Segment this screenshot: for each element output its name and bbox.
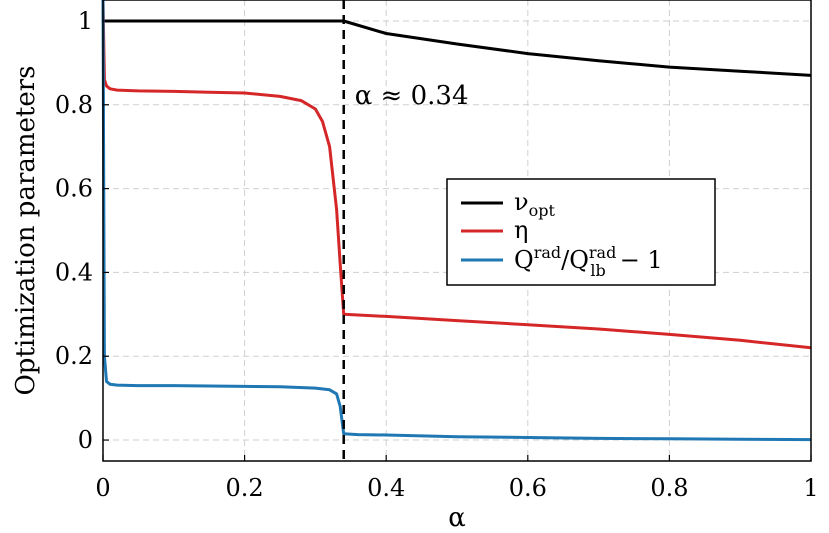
y-tick-label: 1 [78, 7, 93, 35]
legend-label-eta: η [514, 216, 528, 244]
y-tick-label: 0.6 [55, 175, 93, 203]
series-line-0 [103, 19, 812, 77]
series-line-2 [101, 0, 812, 442]
x-tick-label: 1 [803, 474, 818, 502]
y-tick-label: 0.2 [55, 342, 93, 370]
x-axis-label: α [448, 503, 466, 533]
y-tick-label: 0.8 [55, 91, 93, 119]
x-tick-label: 0.2 [226, 474, 264, 502]
threshold-annotation: α ≈ 0.34 [355, 81, 469, 111]
series-line-1 [101, 0, 812, 350]
x-tick-label: 0.4 [367, 474, 405, 502]
x-tick-label: 0.8 [650, 474, 688, 502]
y-tick-label: 0.4 [55, 258, 93, 286]
series-layer [101, 0, 812, 442]
y-tick-label: 0 [78, 426, 93, 454]
plot-frame [102, 0, 812, 462]
x-tick-label: 0 [95, 474, 110, 502]
x-tick-label: 0.6 [509, 474, 547, 502]
legend: νopt η Qrad/Qrad lb − 1 [446, 178, 716, 286]
tick-layer: 0 0.2 0.4 0.6 0.8 1 0 0.2 0.4 0.6 0.8 1 [55, 7, 819, 502]
annotation-layer: α ≈ 0.34 [342, 0, 469, 461]
y-axis-label: Optimization parameters [11, 65, 41, 395]
